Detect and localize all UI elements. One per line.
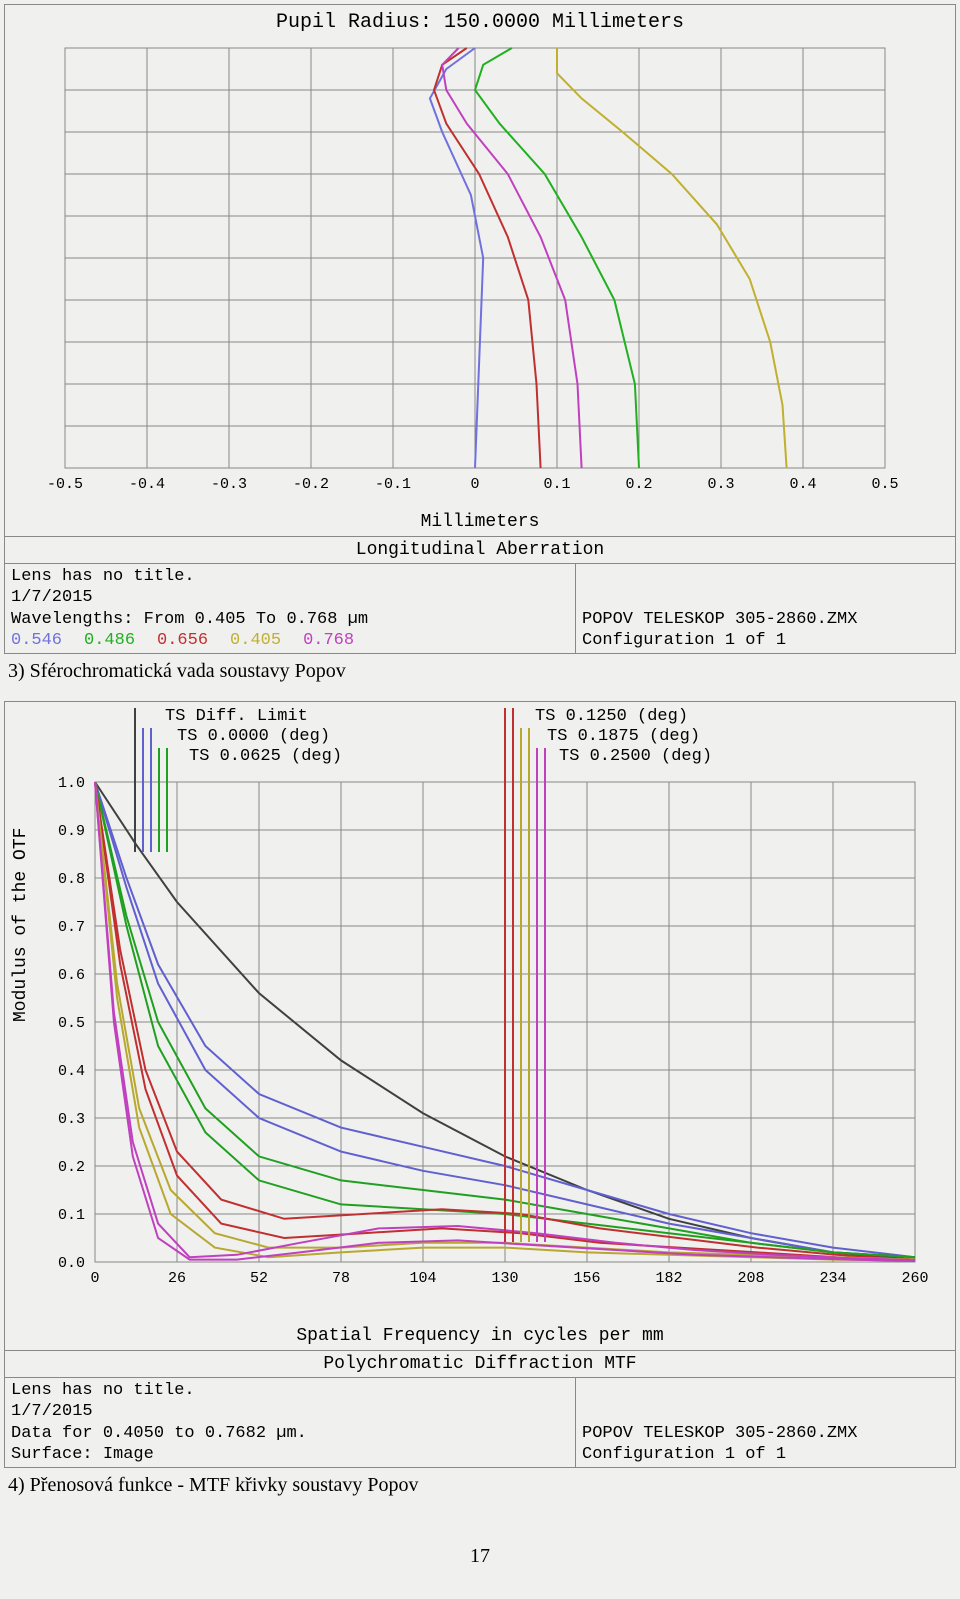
svg-text:TS 0.0625 (deg): TS 0.0625 (deg) bbox=[189, 747, 342, 766]
wavelength-legend: 0.546 0.486 0.656 0.405 0.768 bbox=[11, 630, 569, 651]
svg-text:TS Diff. Limit: TS Diff. Limit bbox=[165, 707, 308, 726]
svg-text:52: 52 bbox=[250, 1270, 268, 1287]
svg-text:0.1: 0.1 bbox=[58, 1207, 85, 1224]
svg-text:-0.5: -0.5 bbox=[47, 476, 83, 493]
chart2-plot-wrap: 0 26 52 78 104 130 156 182 208 234 260 0.0 0.1 0.2 0.3… bbox=[5, 702, 955, 1322]
svg-text:0: 0 bbox=[470, 476, 479, 493]
chart1-plot-wrap: -0.5 -0.4 -0.3 -0.2 -0.1 0 0.1 0.2 0.3 0.4 0.5 bbox=[5, 38, 955, 508]
svg-text:0.6: 0.6 bbox=[58, 967, 85, 984]
svg-text:0.5: 0.5 bbox=[871, 476, 898, 493]
svg-text:156: 156 bbox=[573, 1270, 600, 1287]
svg-text:104: 104 bbox=[409, 1270, 436, 1287]
wavelength-label: 0.486 bbox=[84, 631, 135, 650]
svg-text:0.4: 0.4 bbox=[789, 476, 816, 493]
wavelength-label: 0.546 bbox=[11, 631, 62, 650]
info-line: Lens has no title. bbox=[11, 1380, 569, 1401]
info-line: Configuration 1 of 1 bbox=[582, 1444, 949, 1465]
svg-text:TS 0.1250 (deg): TS 0.1250 (deg) bbox=[535, 707, 688, 726]
svg-text:0.1: 0.1 bbox=[543, 476, 570, 493]
chart2-xlabel: Spatial Frequency in cycles per mm bbox=[5, 1322, 955, 1350]
chart1-info-left: Lens has no title. 1/7/2015 Wavelengths:… bbox=[5, 564, 575, 653]
svg-text:TS 0.1875 (deg): TS 0.1875 (deg) bbox=[547, 727, 700, 746]
svg-text:0.8: 0.8 bbox=[58, 871, 85, 888]
info-line: Configuration 1 of 1 bbox=[582, 630, 949, 651]
svg-text:182: 182 bbox=[655, 1270, 682, 1287]
svg-text:0: 0 bbox=[90, 1270, 99, 1287]
svg-text:0.2: 0.2 bbox=[625, 476, 652, 493]
chart2-info-left: Lens has no title. 1/7/2015 Data for 0.4… bbox=[5, 1378, 575, 1467]
wavelength-label: 0.405 bbox=[230, 631, 281, 650]
mtf-panel: 0 26 52 78 104 130 156 182 208 234 260 0.0 0.1 0.2 0.3… bbox=[4, 701, 956, 1468]
chart1-info-row: Lens has no title. 1/7/2015 Wavelengths:… bbox=[5, 563, 955, 653]
caption-1: 3) Sférochromatická vada soustavy Popov bbox=[4, 654, 956, 701]
svg-text:234: 234 bbox=[819, 1270, 846, 1287]
svg-text:0.5: 0.5 bbox=[58, 1015, 85, 1032]
svg-text:78: 78 bbox=[332, 1270, 350, 1287]
svg-text:130: 130 bbox=[491, 1270, 518, 1287]
info-line: Surface: Image bbox=[11, 1444, 569, 1465]
svg-text:-0.4: -0.4 bbox=[129, 476, 165, 493]
wavelength-label: 0.656 bbox=[157, 631, 208, 650]
svg-text:26: 26 bbox=[168, 1270, 186, 1287]
svg-text:0.3: 0.3 bbox=[58, 1111, 85, 1128]
info-line: Wavelengths: From 0.405 To 0.768 µm bbox=[11, 609, 569, 630]
info-line: Lens has no title. bbox=[11, 566, 569, 587]
chart2-info-right: POPOV TELESKOP 305-2860.ZMX Configuratio… bbox=[575, 1378, 955, 1467]
chart2-section-title: Polychromatic Diffraction MTF bbox=[5, 1350, 955, 1377]
svg-text:0.0: 0.0 bbox=[58, 1255, 85, 1272]
svg-text:-0.2: -0.2 bbox=[293, 476, 329, 493]
chart1-title: Pupil Radius: 150.0000 Millimeters bbox=[5, 5, 955, 38]
info-line: POPOV TELESKOP 305-2860.ZMX bbox=[582, 609, 949, 630]
svg-text:0.2: 0.2 bbox=[58, 1159, 85, 1176]
svg-text:0.9: 0.9 bbox=[58, 823, 85, 840]
svg-text:208: 208 bbox=[737, 1270, 764, 1287]
svg-text:-0.1: -0.1 bbox=[375, 476, 411, 493]
info-line: Data for 0.4050 to 0.7682 µm. bbox=[11, 1423, 569, 1444]
chart1-info-right: POPOV TELESKOP 305-2860.ZMX Configuratio… bbox=[575, 564, 955, 653]
chart1-svg: -0.5 -0.4 -0.3 -0.2 -0.1 0 0.1 0.2 0.3 0.4 0.5 bbox=[5, 38, 945, 508]
chart2-ylabel: Modulus of the OTF bbox=[11, 828, 31, 1022]
chart1-section-title: Longitudinal Aberration bbox=[5, 536, 955, 563]
svg-text:TS 0.0000 (deg): TS 0.0000 (deg) bbox=[177, 727, 330, 746]
chart1-xlabel: Millimeters bbox=[5, 508, 955, 536]
svg-text:0.4: 0.4 bbox=[58, 1063, 85, 1080]
info-line: POPOV TELESKOP 305-2860.ZMX bbox=[582, 1423, 949, 1444]
svg-text:TS 0.2500 (deg): TS 0.2500 (deg) bbox=[559, 747, 712, 766]
svg-text:1.0: 1.0 bbox=[58, 775, 85, 792]
longitudinal-aberration-panel: Pupil Radius: 150.0000 Millimeters -0.5-… bbox=[4, 4, 956, 654]
svg-text:0.3: 0.3 bbox=[707, 476, 734, 493]
info-line: 1/7/2015 bbox=[11, 587, 569, 608]
svg-text:0.7: 0.7 bbox=[58, 919, 85, 936]
wavelength-label: 0.768 bbox=[303, 631, 354, 650]
chart2-svg: 0 26 52 78 104 130 156 182 208 234 260 0.0 0.1 0.2 0.3… bbox=[5, 702, 955, 1322]
page-number: 17 bbox=[4, 1515, 956, 1568]
caption-2: 4) Přenosová funkce - MTF křivky soustav… bbox=[4, 1468, 956, 1515]
chart2-info-row: Lens has no title. 1/7/2015 Data for 0.4… bbox=[5, 1377, 955, 1467]
svg-text:260: 260 bbox=[901, 1270, 928, 1287]
svg-text:-0.3: -0.3 bbox=[211, 476, 247, 493]
info-line: 1/7/2015 bbox=[11, 1401, 569, 1422]
